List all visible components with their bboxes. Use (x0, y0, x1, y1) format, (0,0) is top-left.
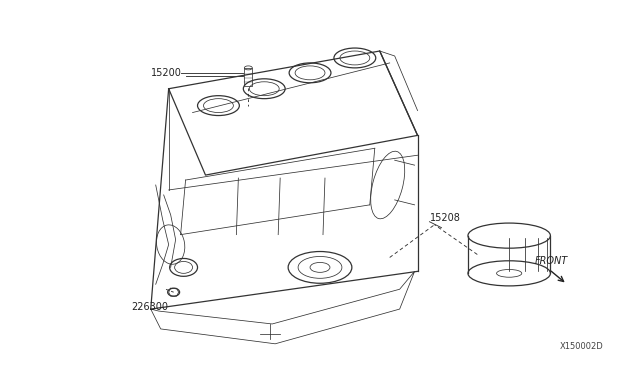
Text: 15208: 15208 (429, 213, 460, 223)
Text: X150002D: X150002D (560, 342, 604, 351)
Text: FRONT: FRONT (535, 256, 568, 266)
Text: 15200: 15200 (151, 68, 182, 78)
Bar (244, 68, 252, 86)
Text: 226300: 226300 (131, 302, 168, 312)
